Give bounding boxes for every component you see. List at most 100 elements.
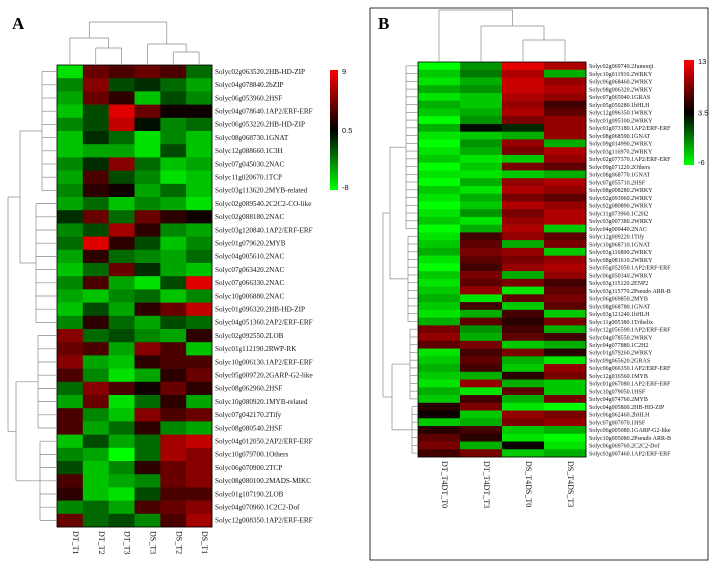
heatmap-cell <box>418 263 461 272</box>
heatmap-cell <box>418 139 461 148</box>
row-label: Solyc09g071220.2Others <box>589 165 651 171</box>
heatmap-cell <box>418 426 461 435</box>
heatmap-cell <box>186 342 213 356</box>
heatmap-cell <box>108 131 135 145</box>
heatmap-cell <box>186 289 213 303</box>
heatmap-cell <box>134 434 161 449</box>
row-label: Solyc04g012050.2AP2/ERF-ERF <box>215 438 313 446</box>
row-label: Solyc04g005610.2NAC <box>215 253 284 261</box>
scale-label: 3.5 <box>698 109 708 118</box>
heatmap-cell <box>418 85 461 94</box>
heatmap-cell <box>418 410 461 419</box>
heatmap-cell <box>160 381 187 396</box>
heatmap-cell <box>82 249 109 264</box>
row-label: Solyc12g096350.1WRKY <box>589 111 653 117</box>
heatmap-cell <box>502 224 545 233</box>
scale-label: 13 <box>698 57 706 66</box>
panel-letter: B <box>378 14 389 33</box>
row-label: Solyc06g050340.2WRKY <box>589 273 653 279</box>
heatmap-cell <box>82 461 109 475</box>
heatmap-cell <box>544 263 587 272</box>
heatmap-cell <box>460 162 503 171</box>
row-label: Solyc03g007460.1AP2/ERF-ERF <box>589 451 671 457</box>
heatmap-cell <box>160 500 187 515</box>
row-label: Solyc03g115770.2Pseudo ARR-B <box>589 289 671 295</box>
heatmap-cell <box>502 116 545 125</box>
heatmap-cell <box>544 216 587 225</box>
heatmap-cell <box>418 154 461 163</box>
heatmap-cell <box>502 100 545 109</box>
heatmap-cell <box>544 123 587 133</box>
heatmap-cell <box>82 474 109 488</box>
heatmap-cell <box>186 487 213 501</box>
heatmap-cell <box>544 131 587 140</box>
heatmap-cell <box>57 302 84 317</box>
scale-label: -8 <box>342 183 349 192</box>
heatmap-cell <box>134 368 161 383</box>
heatmap-cell <box>502 62 545 71</box>
heatmap-cell <box>544 193 587 202</box>
heatmap-cell <box>82 342 109 356</box>
heatmap-cell <box>544 100 587 109</box>
heatmap-cell <box>544 395 587 404</box>
row-label: Solyc08g080100.2MADS-MIKC <box>215 477 311 485</box>
heatmap-cell <box>108 223 135 237</box>
heatmap-cell <box>544 387 587 396</box>
row-label: Solyc03g116970.2WRKY <box>589 149 653 155</box>
heatmap-cell <box>134 381 161 396</box>
heatmap-cell <box>82 183 109 198</box>
heatmap-cell <box>502 255 545 264</box>
heatmap-cell <box>418 170 461 179</box>
heatmap-cell <box>186 197 213 211</box>
heatmap-cell <box>502 193 545 202</box>
heatmap-cell <box>160 474 187 488</box>
heatmap-cell <box>460 92 503 102</box>
heatmap-cell <box>418 255 461 264</box>
heatmap-cell <box>502 240 545 249</box>
heatmap-cell <box>544 278 587 287</box>
heatmap-cell <box>108 170 135 185</box>
heatmap-cell <box>502 209 545 218</box>
heatmap-cell <box>544 116 587 125</box>
column-label: DS_T4DS_T0 <box>524 461 533 507</box>
heatmap-cell <box>186 131 213 145</box>
row-label: Solyc07g042170.2Tify <box>215 411 282 419</box>
heatmap-cell <box>502 85 545 94</box>
heatmap-cell <box>544 426 587 435</box>
column-label: DS_T3 <box>148 531 157 554</box>
heatmap-cell <box>186 434 213 449</box>
heatmap-cell <box>57 131 84 145</box>
row-label: Solyc11g073960.1C2H2 <box>589 211 648 217</box>
heatmap-cell <box>544 92 587 102</box>
heatmap-cell <box>134 329 161 343</box>
heatmap-cell <box>460 116 503 125</box>
heatmap-cell <box>418 286 461 295</box>
heatmap-cell <box>186 276 213 290</box>
heatmap-cell <box>544 340 587 349</box>
heatmap-cell <box>82 315 109 330</box>
heatmap-cell <box>160 249 187 264</box>
heatmap-cell <box>82 144 109 158</box>
heatmap-cell <box>160 78 187 92</box>
row-label: Solyc02g092550.2LOB <box>215 332 284 340</box>
heatmap-cell <box>82 302 109 317</box>
heatmap-cell <box>108 487 135 501</box>
row-label: Solyc01g067080.1AP2/ERF-ERF <box>589 382 671 388</box>
heatmap-cell <box>57 104 84 119</box>
heatmap-cell <box>57 91 84 105</box>
heatmap-cell <box>108 500 135 515</box>
row-label: Solyc04g074760.2MYB <box>589 397 648 403</box>
row-label: Solyc04g078840.2bZIP <box>215 81 283 89</box>
row-label: Solyc02g077370.1AP2/ERF-ERF <box>589 157 671 163</box>
heatmap-cell <box>134 513 161 528</box>
row-label: Solyc08g068730.1GNAT <box>215 134 289 142</box>
heatmap-cell <box>418 100 461 109</box>
heatmap-cell <box>160 276 187 290</box>
heatmap-cell <box>544 433 587 442</box>
heatmap-cell <box>57 513 84 528</box>
heatmap-cell <box>502 348 545 357</box>
row-label: Solyc08g006320.2WRKY <box>589 87 653 93</box>
scale-label: 0.5 <box>342 126 352 135</box>
row-label: Solyc07g007070.1HSF <box>589 420 646 426</box>
heatmap-cell <box>502 232 545 241</box>
